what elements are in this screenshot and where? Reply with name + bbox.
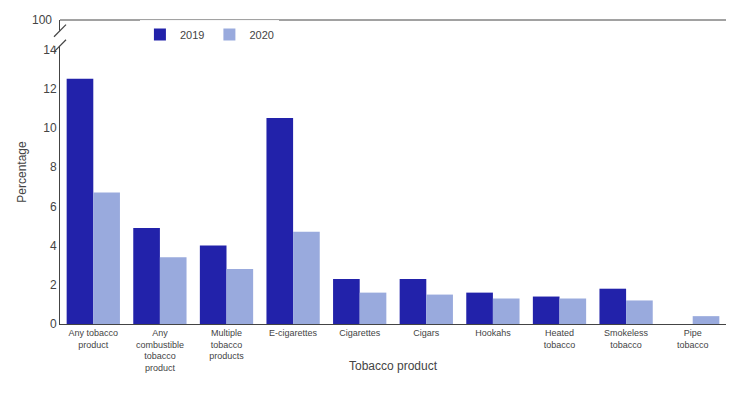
svg-text:Cigars: Cigars	[413, 328, 440, 338]
svg-text:Tobacco product: Tobacco product	[349, 359, 438, 373]
svg-text:2019: 2019	[180, 29, 204, 41]
svg-text:100: 100	[32, 13, 52, 27]
svg-text:2: 2	[50, 278, 57, 292]
svg-text:8: 8	[50, 160, 57, 174]
svg-text:Anycombustibletobaccoproduct: Anycombustibletobaccoproduct	[136, 328, 184, 373]
svg-text:6: 6	[50, 200, 57, 214]
svg-text:0: 0	[50, 317, 57, 331]
svg-text:2020: 2020	[249, 29, 273, 41]
svg-text:Any tobaccoproduct: Any tobaccoproduct	[69, 328, 119, 350]
svg-text:Heatedtobacco: Heatedtobacco	[544, 328, 576, 350]
svg-text:Percentage: Percentage	[15, 141, 29, 203]
svg-text:Smokelesstobacco: Smokelesstobacco	[604, 328, 649, 350]
svg-text:Multipletobaccoproducts: Multipletobaccoproducts	[209, 328, 244, 361]
svg-text:4: 4	[50, 239, 57, 253]
svg-text:14: 14	[43, 43, 57, 57]
svg-text:E-cigarettes: E-cigarettes	[269, 328, 318, 338]
svg-text:10: 10	[43, 121, 57, 135]
svg-text:Pipetobacco: Pipetobacco	[677, 328, 709, 350]
svg-text:Hookahs: Hookahs	[475, 328, 511, 338]
svg-text:Cigarettes: Cigarettes	[339, 328, 381, 338]
svg-text:12: 12	[43, 82, 57, 96]
